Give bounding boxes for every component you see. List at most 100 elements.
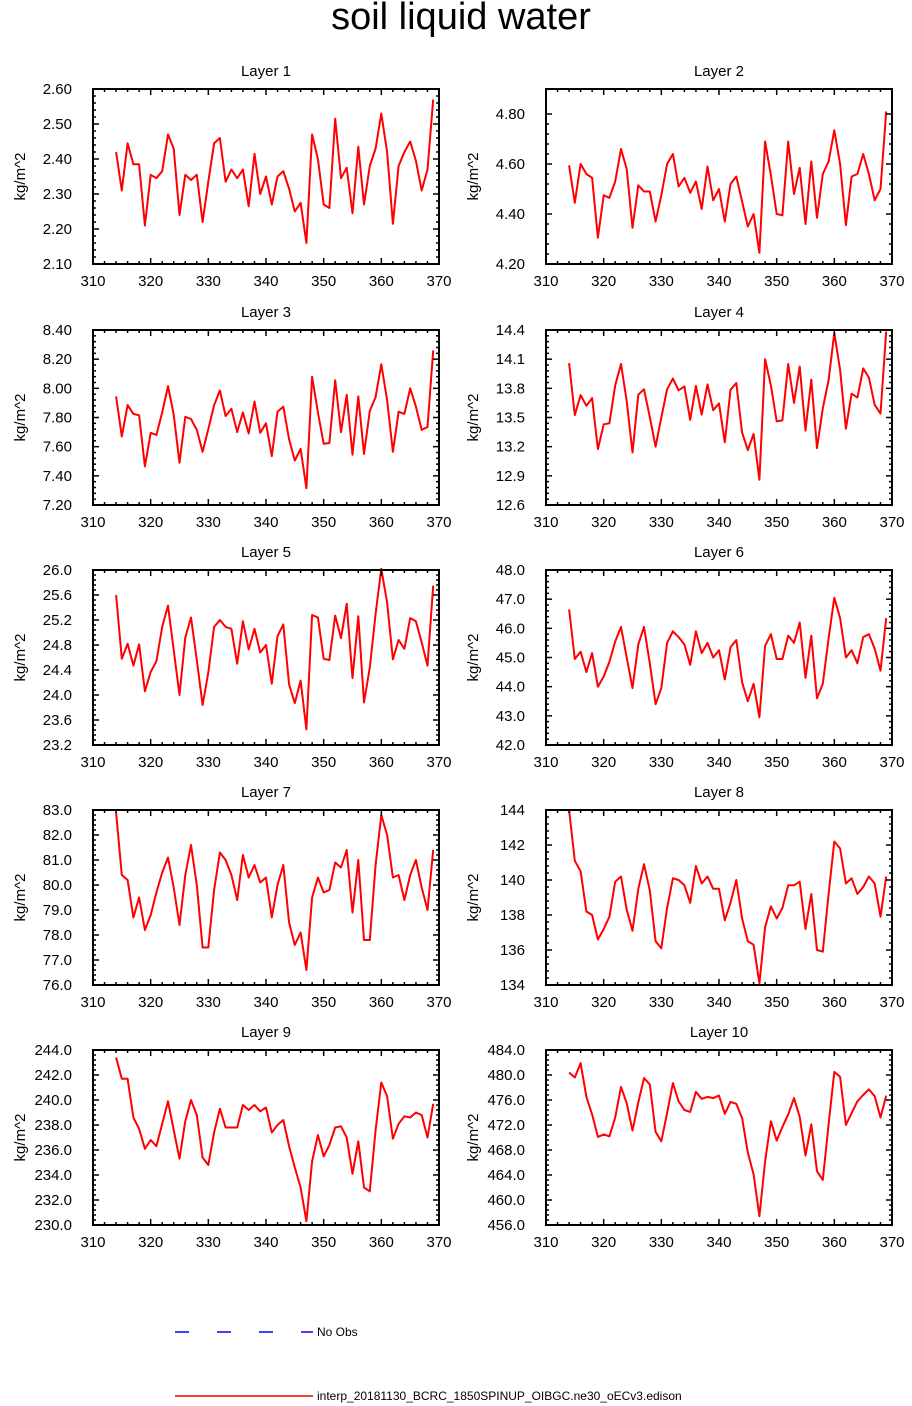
- x-tick-label: 320: [591, 994, 616, 1011]
- series-line: [568, 596, 888, 719]
- y-tick-label: 7.20: [43, 497, 72, 514]
- y-tick-label: 236.0: [34, 1142, 72, 1159]
- y-tick-label: 12.6: [496, 497, 525, 514]
- y-tick-label: 244.0: [34, 1042, 72, 1059]
- x-tick-label: 340: [706, 754, 731, 771]
- y-tick-label: 8.20: [43, 351, 72, 368]
- y-tick-label: 47.0: [496, 591, 525, 608]
- panel-title: Layer 10: [690, 1024, 748, 1041]
- y-axis-label: kg/m^2: [12, 634, 29, 682]
- panel-layer-6: Layer 6 kg/m^2 310 320 330 340 350 360 370 42.0 43…: [465, 544, 905, 771]
- panel-title: Layer 7: [241, 784, 291, 801]
- panel-layer-2: Layer 2 kg/m^2 310 320 330 340 350 360 370 4.20 4.…: [465, 63, 905, 290]
- y-tick-label: 4.80: [496, 106, 525, 123]
- x-tick-label: 330: [196, 1234, 221, 1251]
- panel-layer-5: Layer 5 kg/m^2 310 320 330 340 350 360 370 23.2 23…: [12, 544, 452, 771]
- x-tick-label: 310: [80, 273, 105, 290]
- panel-title: Layer 8: [694, 784, 744, 801]
- y-tick-label: 23.6: [43, 712, 72, 729]
- x-tick-label: 360: [369, 994, 394, 1011]
- panel-title: Layer 9: [241, 1024, 291, 1041]
- y-axis-label: kg/m^2: [465, 1114, 482, 1162]
- panel-title: Layer 1: [241, 63, 291, 80]
- x-tick-label: 360: [822, 273, 847, 290]
- panels: Layer 1 kg/m^2 310 320 330 340 350 360 370 2.10 2.…: [12, 63, 905, 1251]
- x-tick-label: 340: [253, 754, 278, 771]
- panel-layer-8: Layer 8 kg/m^2 310 320 330 340 350 360 370 134 136…: [465, 784, 905, 1011]
- y-tick-label: 43.0: [496, 708, 525, 725]
- y-axis-label: kg/m^2: [465, 394, 482, 442]
- x-tick-label: 360: [822, 994, 847, 1011]
- x-tick-label: 350: [764, 754, 789, 771]
- x-tick-label: 340: [706, 994, 731, 1011]
- y-tick-label: 476.0: [487, 1092, 525, 1109]
- y-tick-label: 24.8: [43, 637, 72, 654]
- series-line: [568, 111, 888, 254]
- x-tick-label: 320: [138, 273, 163, 290]
- x-tick-label: 370: [879, 273, 904, 290]
- panel-layer-7: Layer 7 kg/m^2 310 320 330 340 350 360 370 76.0 77…: [12, 784, 452, 1011]
- y-tick-label: 42.0: [496, 737, 525, 754]
- x-tick-label: 320: [138, 994, 163, 1011]
- x-tick-label: 310: [533, 273, 558, 290]
- y-tick-label: 82.0: [43, 827, 72, 844]
- y-tick-label: 134: [500, 977, 525, 994]
- x-tick-label: 330: [649, 994, 674, 1011]
- y-tick-label: 7.60: [43, 439, 72, 456]
- x-tick-label: 320: [591, 514, 616, 531]
- series-line: [115, 1057, 435, 1223]
- x-tick-label: 360: [369, 754, 394, 771]
- series-line: [115, 567, 435, 731]
- x-tick-label: 360: [822, 514, 847, 531]
- y-tick-label: 4.60: [496, 156, 525, 173]
- panel-title: Layer 5: [241, 544, 291, 561]
- x-tick-label: 360: [822, 754, 847, 771]
- y-tick-label: 48.0: [496, 562, 525, 579]
- x-tick-label: 330: [649, 273, 674, 290]
- y-tick-label: 45.0: [496, 650, 525, 667]
- y-tick-label: 13.8: [496, 380, 525, 397]
- y-axis-label: kg/m^2: [12, 874, 29, 922]
- x-tick-label: 340: [253, 994, 278, 1011]
- x-tick-label: 320: [138, 514, 163, 531]
- y-tick-label: 472.0: [487, 1117, 525, 1134]
- y-tick-label: 136: [500, 942, 525, 959]
- y-tick-label: 25.6: [43, 587, 72, 604]
- y-tick-label: 4.20: [496, 256, 525, 273]
- x-tick-label: 320: [591, 273, 616, 290]
- y-tick-label: 468.0: [487, 1142, 525, 1159]
- x-tick-label: 350: [311, 994, 336, 1011]
- x-tick-label: 370: [879, 994, 904, 1011]
- x-tick-label: 350: [311, 754, 336, 771]
- x-tick-label: 340: [706, 514, 731, 531]
- y-tick-label: 14.1: [496, 351, 525, 368]
- y-tick-label: 78.0: [43, 927, 72, 944]
- y-tick-label: 2.30: [43, 186, 72, 203]
- x-tick-label: 330: [649, 1234, 674, 1251]
- y-tick-label: 2.40: [43, 151, 72, 168]
- plot-frame: [92, 88, 440, 265]
- y-tick-label: 26.0: [43, 562, 72, 579]
- x-tick-label: 310: [80, 994, 105, 1011]
- plot-frame: [545, 88, 893, 265]
- y-tick-label: 24.0: [43, 687, 72, 704]
- y-tick-label: 4.40: [496, 206, 525, 223]
- y-tick-label: 77.0: [43, 952, 72, 969]
- series-line: [115, 99, 435, 244]
- x-tick-label: 370: [426, 273, 451, 290]
- y-axis-label: kg/m^2: [465, 153, 482, 201]
- x-tick-label: 310: [80, 754, 105, 771]
- y-tick-label: 13.2: [496, 439, 525, 456]
- y-tick-label: 240.0: [34, 1092, 72, 1109]
- y-tick-label: 46.0: [496, 620, 525, 637]
- x-tick-label: 340: [706, 1234, 731, 1251]
- y-tick-label: 2.50: [43, 116, 72, 133]
- y-tick-label: 144: [500, 802, 525, 819]
- y-tick-label: 8.40: [43, 322, 72, 339]
- panel-title: Layer 6: [694, 544, 744, 561]
- plot-frame: [545, 329, 893, 506]
- plot-frame: [92, 569, 440, 746]
- x-tick-label: 310: [80, 514, 105, 531]
- y-tick-label: 25.2: [43, 612, 72, 629]
